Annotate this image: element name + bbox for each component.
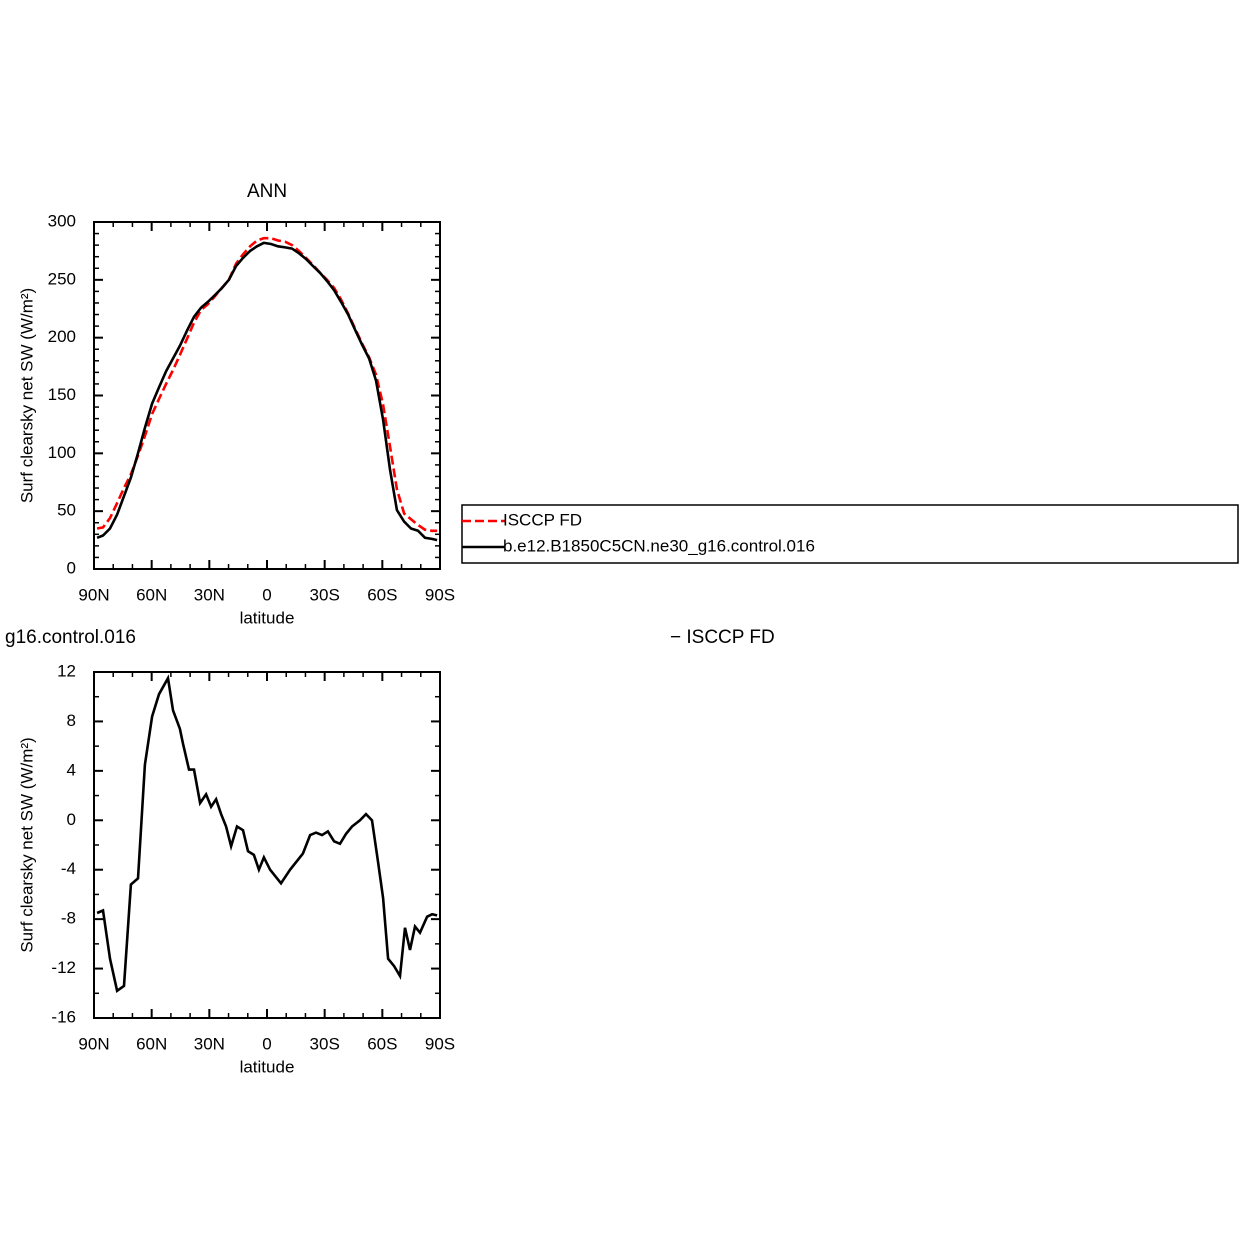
x-tick-label: 60N [136, 1034, 167, 1053]
x-tick-label: 90N [78, 585, 109, 604]
y-tick-label: 0 [67, 810, 76, 829]
y-tick-label: 12 [57, 661, 76, 680]
chart-title: g16.control.016 [5, 627, 136, 648]
x-tick-label: 60S [367, 585, 397, 604]
x-tick-label: 30S [310, 1034, 340, 1053]
y-tick-label: 150 [48, 385, 76, 404]
y-tick-label: 250 [48, 269, 76, 288]
y-tick-label: -8 [61, 909, 76, 928]
y-tick-label: 100 [48, 443, 76, 462]
y-tick-label: 200 [48, 327, 76, 346]
x-tick-label: 0 [262, 585, 271, 604]
x-tick-label: 30N [194, 1034, 225, 1053]
chart-title: ANN [247, 181, 287, 202]
x-axis-label: latitude [240, 1057, 295, 1076]
x-tick-label: 60S [367, 1034, 397, 1053]
y-tick-label: 0 [67, 558, 76, 577]
y-tick-label: 4 [67, 760, 76, 779]
y-tick-label: -12 [51, 958, 76, 977]
y-axis-label: Surf clearsky net SW (W/m²) [17, 288, 36, 503]
x-tick-label: 30S [310, 585, 340, 604]
line-series [96, 236, 438, 533]
x-tick-label: 90S [425, 585, 455, 604]
y-axis-label: Surf clearsky net SW (W/m²) [17, 737, 36, 952]
x-tick-label: 30N [194, 585, 225, 604]
legend-box [461, 504, 1239, 564]
x-tick-label: 90S [425, 1034, 455, 1053]
plot-frame [93, 671, 441, 1019]
x-tick-label: 0 [262, 1034, 271, 1053]
legend-label: ISCCP FD [503, 510, 582, 529]
chart-title: − ISCCP FD [670, 627, 775, 648]
y-tick-label: -4 [61, 859, 76, 878]
x-tick-label: 60N [136, 585, 167, 604]
y-tick-label: 8 [67, 711, 76, 730]
y-tick-label: -16 [51, 1007, 76, 1026]
legend-label: b.e12.B1850C5CN.ne30_g16.control.016 [503, 536, 815, 555]
line-series [96, 674, 438, 993]
x-axis-label: latitude [240, 608, 295, 627]
y-tick-label: 300 [48, 211, 76, 230]
y-tick-label: 50 [57, 501, 76, 520]
line-series [96, 241, 438, 542]
x-tick-label: 90N [78, 1034, 109, 1053]
plot-frame [93, 221, 441, 570]
